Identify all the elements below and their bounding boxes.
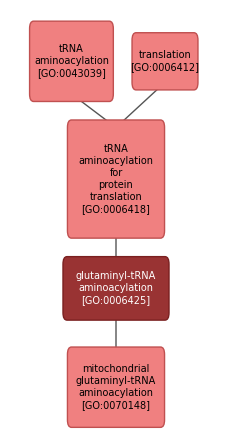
Text: tRNA
aminoacylation
for
protein
translation
[GO:0006418]: tRNA aminoacylation for protein translat… [78, 144, 153, 214]
FancyBboxPatch shape [67, 347, 164, 427]
Text: mitochondrial
glutaminyl-tRNA
aminoacylation
[GO:0070148]: mitochondrial glutaminyl-tRNA aminoacyla… [76, 364, 155, 410]
Text: translation
[GO:0006412]: translation [GO:0006412] [130, 50, 199, 72]
FancyBboxPatch shape [67, 120, 164, 238]
FancyBboxPatch shape [30, 21, 113, 102]
FancyBboxPatch shape [63, 257, 168, 320]
Text: glutaminyl-tRNA
aminoacylation
[GO:0006425]: glutaminyl-tRNA aminoacylation [GO:00064… [76, 272, 155, 305]
Text: tRNA
aminoacylation
[GO:0043039]: tRNA aminoacylation [GO:0043039] [34, 44, 109, 78]
FancyBboxPatch shape [131, 33, 197, 90]
